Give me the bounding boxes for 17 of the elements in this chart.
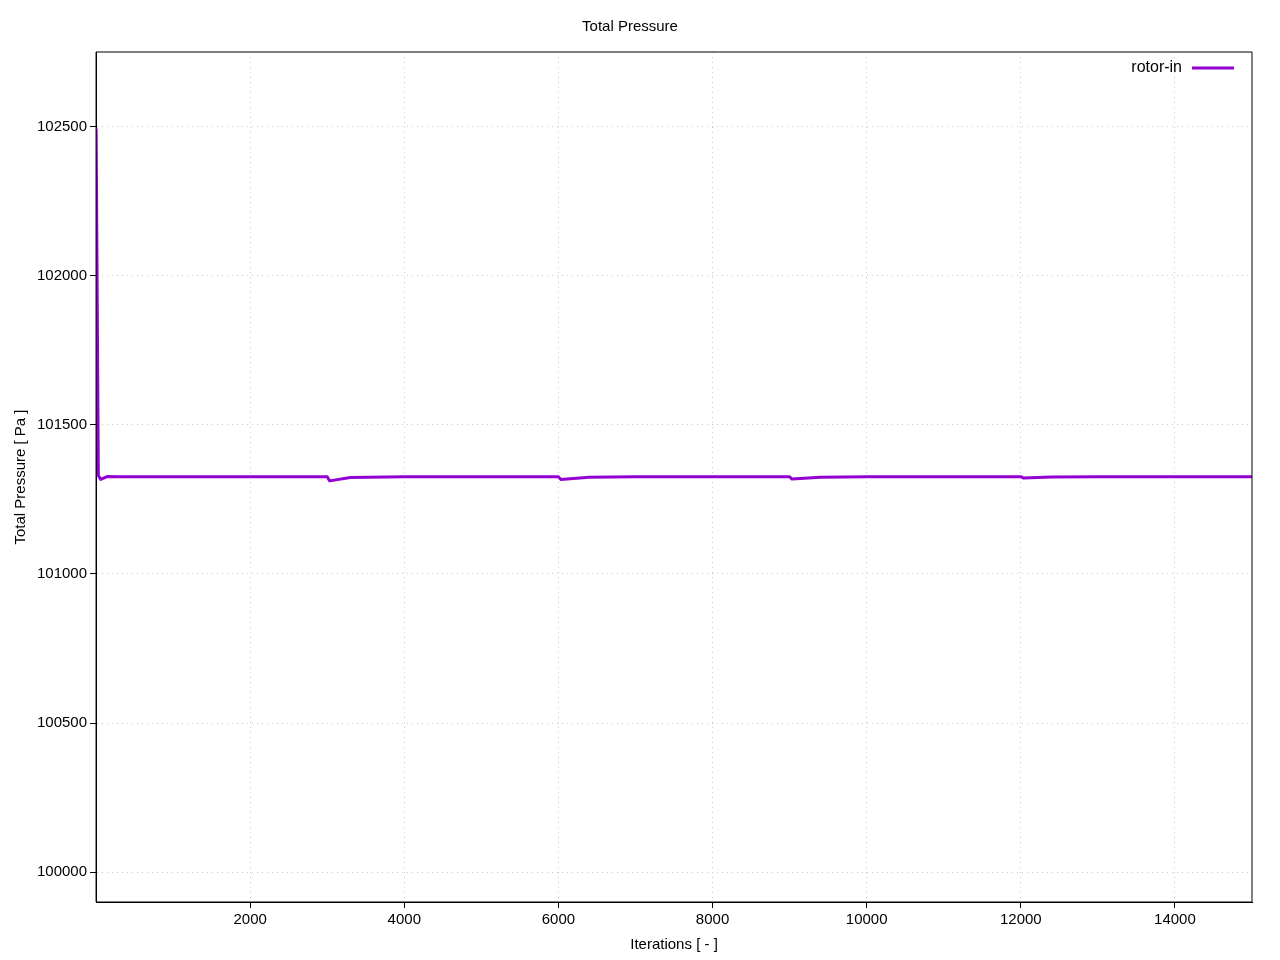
legend-label: rotor-in (1131, 58, 1182, 76)
y-tick-label: 100500 (36, 713, 88, 731)
x-tick-label: 2000 (233, 910, 267, 928)
y-tick-label: 100000 (36, 862, 88, 880)
y-tick-label: 101000 (36, 564, 88, 582)
y-tick-label: 102500 (36, 116, 88, 134)
x-tick-label: 14000 (1154, 910, 1196, 928)
x-tick-label: 6000 (541, 910, 576, 928)
x-tick-label: 10000 (845, 910, 888, 928)
y-axis-title: Total Pressure [ Pa ] (11, 409, 29, 545)
y-tick-label: 102000 (36, 265, 88, 283)
x-tick-label: 12000 (999, 910, 1042, 928)
y-tick-label: 101500 (36, 414, 88, 432)
x-axis-title: Iterations [ - ] (630, 935, 718, 953)
chart-title: Total Pressure (582, 17, 678, 35)
x-tick-label: 8000 (695, 910, 730, 928)
x-tick-label: 4000 (387, 910, 421, 928)
